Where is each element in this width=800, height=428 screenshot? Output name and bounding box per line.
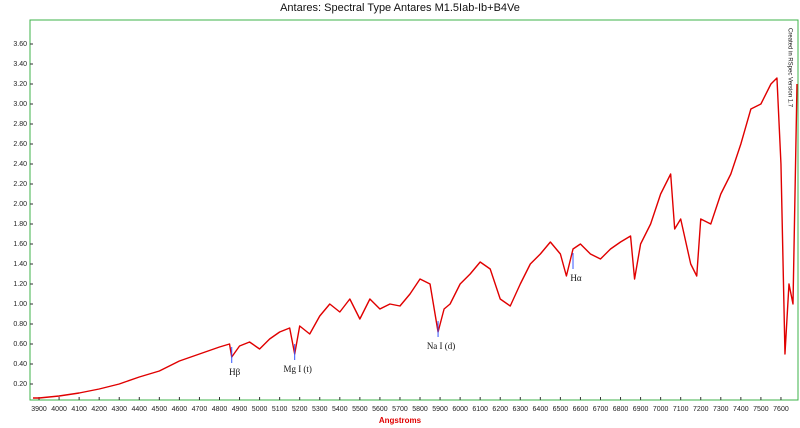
y-tick-label: 0.60 xyxy=(13,341,27,348)
x-tick-label: 6000 xyxy=(452,406,468,413)
x-tick-label: 5000 xyxy=(252,406,268,413)
y-tick-label: 2.00 xyxy=(13,201,27,208)
x-tick-label: 4500 xyxy=(152,406,168,413)
annotation-label: Na I (d) xyxy=(427,341,456,351)
x-tick-label: 6200 xyxy=(492,406,508,413)
x-tick-label: 6600 xyxy=(573,406,589,413)
x-tick-label: 6500 xyxy=(553,406,569,413)
x-tick-label: 4100 xyxy=(71,406,87,413)
y-tick-label: 1.60 xyxy=(13,241,27,248)
plot-frame xyxy=(29,19,799,401)
y-tick-label: 2.60 xyxy=(13,141,27,148)
x-tick-label: 3900 xyxy=(31,406,47,413)
x-tick-label: 4200 xyxy=(91,406,107,413)
x-tick-label: 4300 xyxy=(111,406,127,413)
y-tick-label: 1.00 xyxy=(13,301,27,308)
x-tick-label: 7100 xyxy=(673,406,689,413)
y-tick-label: 3.40 xyxy=(13,61,27,68)
x-tick-label: 6300 xyxy=(512,406,528,413)
x-tick-label: 6400 xyxy=(533,406,549,413)
y-tick-label: 0.80 xyxy=(13,321,27,328)
y-tick-label: 1.40 xyxy=(13,261,27,268)
y-tick-label: 2.20 xyxy=(13,181,27,188)
y-tick-label: 1.80 xyxy=(13,221,27,228)
x-tick-label: 4700 xyxy=(192,406,208,413)
spectrum-line xyxy=(33,77,798,399)
x-tick-label: 6900 xyxy=(633,406,649,413)
x-tick-label: 7200 xyxy=(693,406,709,413)
x-tick-label: 5600 xyxy=(372,406,388,413)
x-tick-label: 5900 xyxy=(432,406,448,413)
x-tick-label: 7000 xyxy=(653,406,669,413)
x-tick-label: 4600 xyxy=(172,406,188,413)
x-tick-label: 4000 xyxy=(51,406,67,413)
x-tick-label: 7300 xyxy=(713,406,729,413)
x-tick-label: 5800 xyxy=(412,406,428,413)
annotation-label: Mg I (t) xyxy=(283,364,312,374)
x-tick-label: 4800 xyxy=(212,406,228,413)
x-tick-label: 5200 xyxy=(292,406,308,413)
x-tick-label: 7600 xyxy=(773,406,789,413)
x-tick-label: 6100 xyxy=(472,406,488,413)
x-tick-label: 7400 xyxy=(733,406,749,413)
x-tick-label: 6700 xyxy=(593,406,609,413)
annotation-label: Hβ xyxy=(229,367,240,377)
annotation-label: Hα xyxy=(570,273,581,283)
y-tick-label: 3.00 xyxy=(13,101,27,108)
x-tick-label: 7500 xyxy=(753,406,769,413)
chart-title: Antares: Spectral Type Antares M1.5Iab-I… xyxy=(280,2,520,14)
x-tick-label: 5500 xyxy=(352,406,368,413)
x-tick-label: 6800 xyxy=(613,406,629,413)
y-tick-label: 0.20 xyxy=(13,381,27,388)
x-tick-label: 5100 xyxy=(272,406,288,413)
x-tick-label: 5700 xyxy=(392,406,408,413)
y-tick-label: 1.20 xyxy=(13,281,27,288)
side-note: Created in RSpec Version 1.7 xyxy=(786,28,792,108)
x-axis-label: Angstroms xyxy=(379,416,422,425)
x-tick-label: 5300 xyxy=(312,406,328,413)
y-tick-label: 3.20 xyxy=(13,81,27,88)
y-tick-label: 2.40 xyxy=(13,161,27,168)
y-tick-label: 2.80 xyxy=(13,121,27,128)
x-tick-label: 5400 xyxy=(332,406,348,413)
x-tick-label: 4400 xyxy=(131,406,147,413)
y-tick-label: 0.40 xyxy=(13,361,27,368)
x-tick-label: 4900 xyxy=(232,406,248,413)
y-tick-label: 3.60 xyxy=(13,41,27,48)
